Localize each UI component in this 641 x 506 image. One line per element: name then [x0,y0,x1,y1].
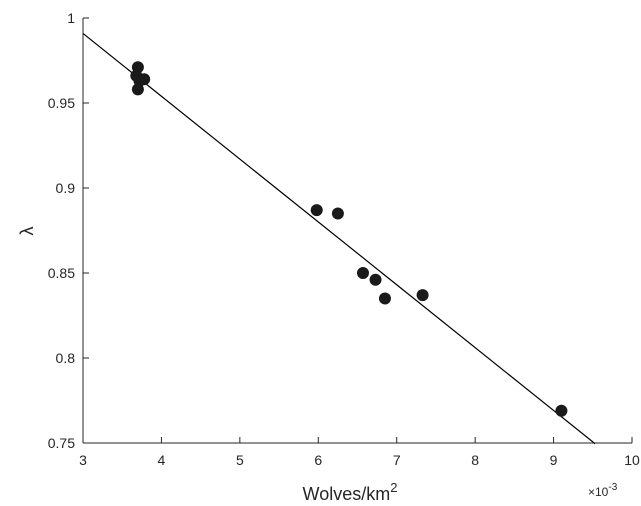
y-tick-label: 0.75 [48,435,75,451]
data-point [416,289,429,302]
x-multiplier: ×10-3 [588,482,618,499]
x-axis-label: Wolves/km2 [303,480,398,504]
data-point [138,73,151,86]
data-point [131,83,144,96]
x-tick-label: 8 [471,452,479,468]
y-tick-label: 1 [67,10,75,26]
x-tick-label: 10 [624,452,640,468]
data-point [369,273,382,286]
y-tick-label: 0.85 [48,265,75,281]
regression-line-layer [82,32,596,445]
x-axis-label-superscript: 2 [390,480,397,495]
data-point [356,267,369,279]
data-point [555,404,568,417]
data-point [331,207,344,220]
x-tick-label: 4 [158,452,166,468]
tick-labels: 3 4 5 6 7 8 9 10 0.75 0.8 0.85 0.9 0.95 1 [48,10,640,468]
x-tick-label: 9 [550,452,558,468]
axes [82,17,633,444]
x-tick-label: 7 [393,452,401,468]
y-tick-label: 0.95 [48,95,75,111]
y-tick-label: 0.9 [56,180,76,196]
data-point [378,292,391,305]
x-tick-label: 6 [314,452,322,468]
data-point [310,204,323,217]
regression-line [82,32,596,445]
x-tick-label: 3 [79,452,87,468]
y-tick-label: 0.8 [56,350,76,366]
y-axis-label: λ [17,227,37,236]
data-points [130,61,568,417]
x-tick-label: 5 [236,452,244,468]
